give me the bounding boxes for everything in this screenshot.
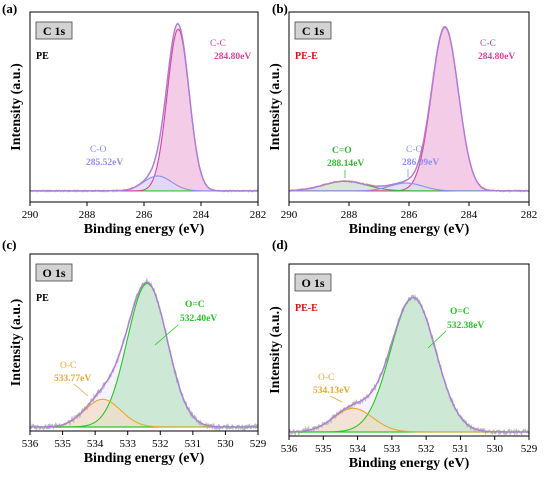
- peak-energy-label: 284.80eV: [214, 52, 251, 62]
- x-tick-label: 535: [315, 443, 332, 455]
- x-tick-label: 530: [217, 438, 234, 450]
- peak-name-label: C-C: [210, 39, 226, 49]
- panel-1: 290 288 286 284 282 Binding energy (eV) Intens…: [2, 1, 266, 237]
- x-tick-label: 535: [54, 438, 71, 450]
- annotation-leader: [154, 324, 179, 346]
- peak-fill-c-o: [30, 176, 258, 191]
- sample-label: PE: [36, 293, 49, 304]
- core-level-tag: [35, 21, 73, 40]
- envelope-line: [288, 26, 529, 192]
- raw-spectrum-line: [288, 293, 530, 437]
- envelope-line: [288, 296, 529, 433]
- sample-label: PE-E: [295, 51, 318, 62]
- core-level-tag-label: C 1s: [302, 24, 325, 38]
- peak-energy-label: 288.14eV: [327, 159, 364, 169]
- x-tick-label: 290: [281, 209, 298, 221]
- peak-name-label: C=O: [332, 146, 352, 156]
- x-tick-label: 531: [452, 443, 469, 455]
- panel-letter: (c): [2, 237, 16, 252]
- peak-fill-c-eq-o: [289, 181, 529, 191]
- x-tick-label: 534: [87, 438, 104, 450]
- x-tick-label: 282: [250, 209, 267, 221]
- core-level-tag: [294, 21, 332, 40]
- x-tick-label: 533: [119, 438, 136, 450]
- peak-energy-label: 285.52eV: [86, 158, 123, 168]
- x-tick-label: 531: [185, 438, 202, 450]
- envelope-line: [30, 281, 258, 428]
- x-tick-label: 530: [486, 443, 503, 455]
- panel-3: 536 535 534 533 532 531 530 529 Binding energy (…: [2, 237, 267, 466]
- peak-energy-label: 284.80eV: [478, 52, 515, 62]
- peak-energy-label: 532.38eV: [447, 321, 484, 331]
- annotation-leader: [329, 395, 343, 403]
- x-tick-label: 532: [152, 438, 169, 450]
- y-axis-title: Intensity (a.u.): [9, 298, 24, 386]
- peak-name-label: O=C: [450, 307, 470, 317]
- annotation-leader: [427, 330, 447, 349]
- annotation-leader: [73, 383, 89, 397]
- peak-fill-o-eq-c: [30, 283, 258, 427]
- core-level-tag-label: C 1s: [43, 24, 66, 38]
- x-tick-label: 286: [401, 209, 418, 221]
- x-tick-label: 286: [136, 209, 153, 221]
- x-tick-label: 288: [79, 209, 96, 221]
- y-axis-title: Intensity (a.u.): [268, 63, 283, 151]
- y-axis-title: Intensity (a.u.): [268, 306, 283, 394]
- sample-label: PE: [36, 51, 49, 62]
- core-level-tag-label: O 1s: [301, 276, 324, 290]
- peak-energy-label: 533.77eV: [54, 374, 91, 384]
- panel-4: 536 535 534 533 532 531 530 529 Binding energy (…: [268, 237, 538, 471]
- x-tick-label: 533: [384, 443, 401, 455]
- peak-name-label: C-O: [406, 145, 423, 155]
- panel-letter: (a): [2, 1, 17, 16]
- peak-line-c-o: [289, 182, 529, 192]
- x-axis-title: Binding energy (eV): [84, 451, 205, 466]
- peak-name-label: C-C: [480, 39, 496, 49]
- x-axis-title: Binding energy (eV): [349, 456, 470, 471]
- x-tick-label: 534: [349, 443, 366, 455]
- core-level-tag: [35, 263, 73, 282]
- peak-fill-o-eq-c: [289, 297, 529, 432]
- panel-2: 290 288 286 284 282 Binding energy (eV) Intens…: [268, 1, 537, 237]
- x-tick-label: 529: [250, 438, 267, 450]
- envelope-fill: [30, 23, 258, 191]
- x-axis-title: Binding energy (eV): [349, 222, 470, 237]
- envelope-fill: [30, 282, 258, 427]
- peak-name-label: O=C: [185, 300, 205, 310]
- peak-name-label: O-C: [60, 361, 76, 371]
- peak-name-label: O-C: [318, 373, 334, 383]
- x-tick-label: 288: [341, 209, 358, 221]
- y-axis-title: Intensity (a.u.): [9, 63, 24, 151]
- peak-name-label: C-O: [90, 145, 107, 155]
- core-level-tag-label: O 1s: [42, 266, 65, 280]
- peak-fill-o-c: [30, 399, 258, 427]
- envelope-line: [30, 23, 258, 192]
- sample-label: PE-E: [295, 303, 318, 314]
- plot-frame: [288, 263, 530, 437]
- plot-frame: [29, 253, 259, 432]
- panel-letter: (b): [272, 1, 288, 16]
- x-tick-label: 529: [521, 443, 538, 455]
- x-tick-label: 536: [281, 443, 298, 455]
- x-tick-label: 532: [418, 443, 435, 455]
- core-level-tag: [294, 273, 332, 292]
- peak-energy-label: 534.13eV: [313, 386, 350, 396]
- peak-energy-label: 532.40eV: [180, 314, 217, 324]
- x-axis-title: Binding energy (eV): [84, 222, 205, 237]
- x-tick-label: 284: [461, 209, 478, 221]
- peak-energy-label: 286.09eV: [402, 158, 439, 168]
- x-tick-label: 282: [521, 209, 538, 221]
- panel-letter: (d): [272, 237, 288, 252]
- x-tick-label: 536: [22, 438, 39, 450]
- x-tick-label: 284: [193, 209, 210, 221]
- envelope-fill: [289, 297, 529, 432]
- peak-fill-o-c: [289, 408, 529, 432]
- x-tick-label: 290: [22, 209, 39, 221]
